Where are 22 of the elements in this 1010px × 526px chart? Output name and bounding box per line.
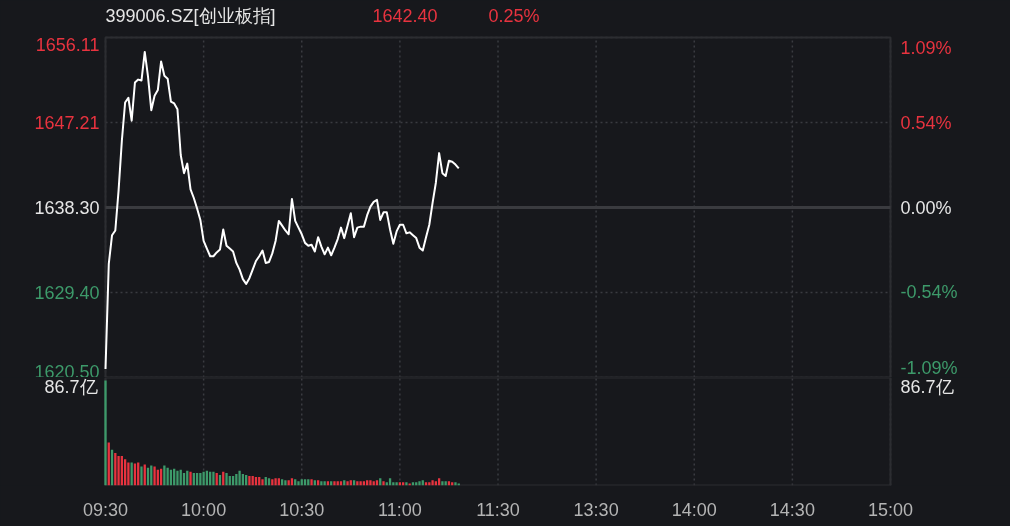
- x-tick-label: 14:30: [769, 499, 815, 520]
- x-tick-label: 10:30: [279, 499, 325, 520]
- x-tick-label: 13:30: [573, 499, 619, 520]
- y2-tick-label: -0.54%: [900, 281, 958, 302]
- x-tick-label: 09:30: [82, 499, 129, 520]
- text: 0.25%: [488, 5, 540, 26]
- y-tick-label: 1629.40: [34, 283, 100, 304]
- y2-tick-label: -1.09%: [900, 357, 958, 378]
- x-tick-label: 11:30: [476, 499, 520, 520]
- y2-tick-label: 0.00%: [900, 197, 952, 218]
- x-tick-label: 15:00: [867, 499, 914, 520]
- y-tick-label: 1638.30: [34, 198, 100, 219]
- x-tick-label: 11:00: [378, 499, 422, 520]
- y2-tick-label: 1.09%: [900, 37, 952, 58]
- y2-tick-label: 0.54%: [900, 113, 952, 134]
- x-tick-label: 10:00: [181, 499, 227, 520]
- chart-title: 399006.SZ[创业板指]: [105, 5, 276, 26]
- y-tick-label: 1647.21: [34, 112, 100, 133]
- text: 86.7亿: [900, 376, 954, 397]
- x-tick-label: 14:00: [671, 499, 717, 520]
- y-tick-label: 1656.11: [35, 34, 100, 55]
- text: 1642.40: [372, 6, 438, 26]
